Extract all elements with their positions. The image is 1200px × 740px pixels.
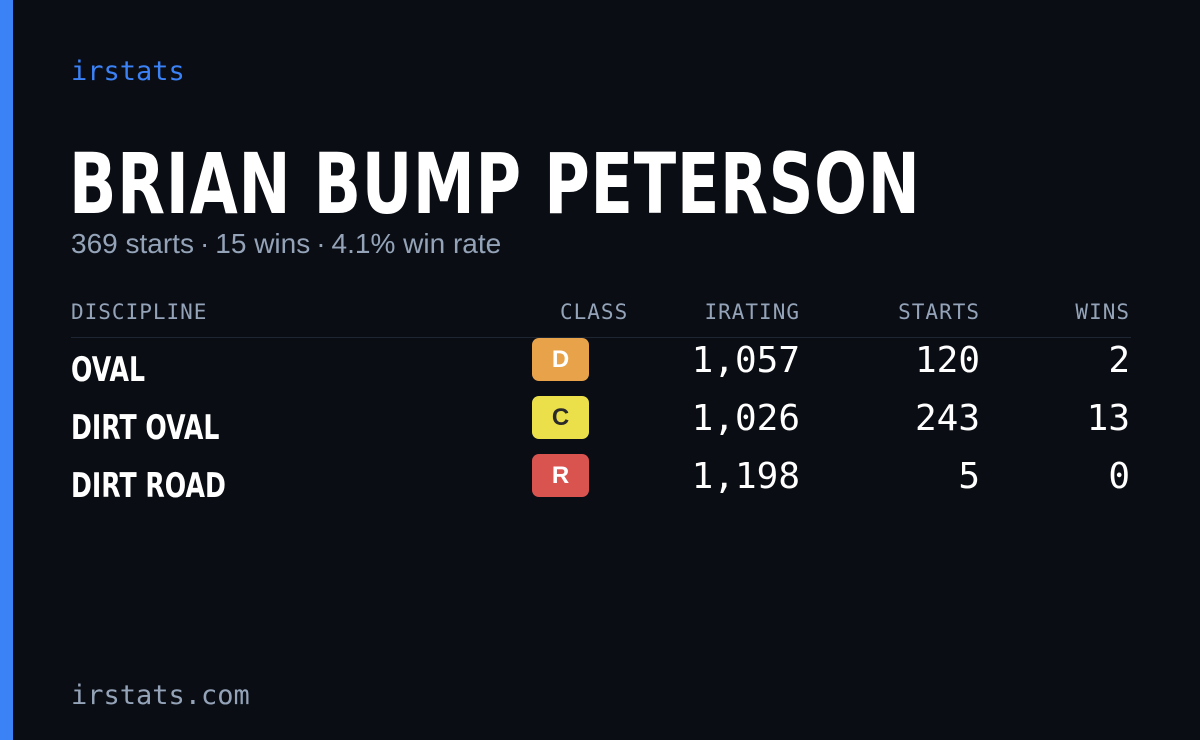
accent-bar: [0, 0, 13, 740]
brand-logo: irstats: [71, 56, 185, 87]
irating-value: 1,026: [691, 398, 800, 439]
discipline-name: DIRT OVAL: [71, 408, 220, 448]
summary-separator: ·: [199, 228, 210, 259]
summary-separator: ·: [316, 228, 326, 259]
column-header-class: CLASS: [560, 300, 629, 324]
starts-value: 243: [914, 398, 980, 439]
discipline-name: DIRT ROAD: [71, 466, 226, 506]
license-class-badge: D: [532, 338, 589, 381]
license-class-badge: R: [532, 454, 589, 497]
wins-value: 2: [1108, 340, 1130, 381]
wins-value: 13: [1086, 398, 1130, 439]
table-row: DIRT OVAL C 1,026 243 13: [71, 396, 1131, 454]
irating-value: 1,198: [691, 456, 800, 497]
summary-win-rate: 4.1% win rate: [331, 228, 502, 259]
table-row: DIRT ROAD R 1,198 5 0: [71, 454, 1131, 512]
discipline-name: OVAL: [71, 350, 145, 390]
table-row: OVAL D 1,057 120 2: [71, 338, 1131, 396]
footer-url: irstats.com: [71, 680, 250, 711]
column-header-wins: WINS: [1075, 300, 1130, 324]
summary-starts: 369 starts: [71, 228, 194, 259]
table-header: DISCIPLINE CLASS IRATING STARTS WINS: [71, 300, 1131, 338]
column-header-irating: IRATING: [704, 300, 800, 324]
summary-wins: 15 wins: [215, 228, 311, 259]
wins-value: 0: [1108, 456, 1130, 497]
driver-summary: 369 starts · 15 wins · 4.1% win rate: [71, 228, 501, 260]
license-class-badge: C: [532, 396, 589, 439]
irating-value: 1,057: [691, 340, 800, 381]
column-header-starts: STARTS: [898, 300, 980, 324]
discipline-table: DISCIPLINE CLASS IRATING STARTS WINS OVA…: [71, 300, 1131, 512]
starts-value: 5: [958, 456, 980, 497]
column-header-discipline: DISCIPLINE: [71, 300, 208, 324]
driver-name: BRIAN BUMP PETERSON: [69, 135, 921, 233]
starts-value: 120: [914, 340, 980, 381]
